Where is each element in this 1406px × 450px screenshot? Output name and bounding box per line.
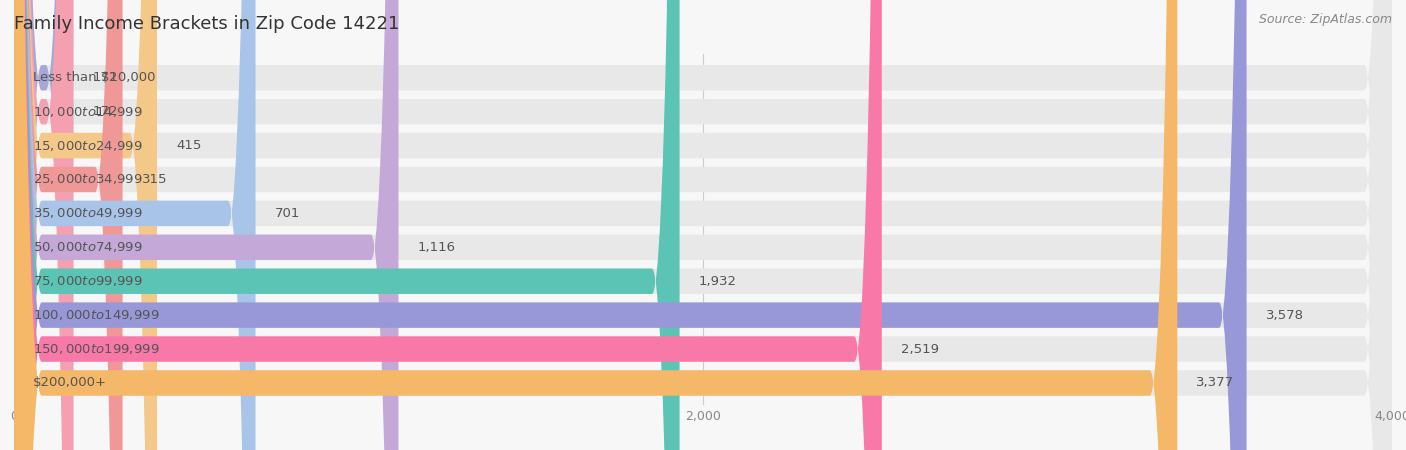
FancyBboxPatch shape: [14, 0, 1392, 450]
Text: $150,000 to $199,999: $150,000 to $199,999: [32, 342, 159, 356]
Text: 3,578: 3,578: [1265, 309, 1303, 322]
FancyBboxPatch shape: [14, 0, 1392, 450]
FancyBboxPatch shape: [14, 0, 1392, 450]
Text: $100,000 to $149,999: $100,000 to $149,999: [32, 308, 159, 322]
Text: 1,932: 1,932: [699, 274, 737, 288]
Text: 172: 172: [93, 105, 118, 118]
FancyBboxPatch shape: [14, 0, 73, 450]
FancyBboxPatch shape: [14, 0, 122, 450]
Text: $10,000 to $14,999: $10,000 to $14,999: [32, 105, 142, 119]
Text: 172: 172: [93, 71, 118, 84]
FancyBboxPatch shape: [14, 0, 1392, 450]
Text: 315: 315: [142, 173, 167, 186]
Text: 3,377: 3,377: [1197, 377, 1234, 389]
Text: Less than $10,000: Less than $10,000: [32, 71, 156, 84]
FancyBboxPatch shape: [14, 0, 1177, 450]
FancyBboxPatch shape: [14, 0, 679, 450]
Text: 1,116: 1,116: [418, 241, 456, 254]
FancyBboxPatch shape: [14, 0, 398, 450]
FancyBboxPatch shape: [14, 0, 73, 450]
Text: Family Income Brackets in Zip Code 14221: Family Income Brackets in Zip Code 14221: [14, 15, 399, 33]
Text: $50,000 to $74,999: $50,000 to $74,999: [32, 240, 142, 254]
Text: 415: 415: [176, 139, 201, 152]
FancyBboxPatch shape: [14, 0, 1392, 450]
FancyBboxPatch shape: [14, 0, 1247, 450]
Text: Source: ZipAtlas.com: Source: ZipAtlas.com: [1258, 14, 1392, 27]
FancyBboxPatch shape: [14, 0, 1392, 450]
FancyBboxPatch shape: [14, 0, 1392, 450]
Text: $35,000 to $49,999: $35,000 to $49,999: [32, 207, 142, 220]
Text: $200,000+: $200,000+: [32, 377, 107, 389]
FancyBboxPatch shape: [14, 0, 1392, 450]
FancyBboxPatch shape: [14, 0, 882, 450]
Text: $15,000 to $24,999: $15,000 to $24,999: [32, 139, 142, 153]
FancyBboxPatch shape: [14, 0, 157, 450]
Text: 2,519: 2,519: [901, 342, 939, 356]
FancyBboxPatch shape: [14, 0, 256, 450]
Text: $75,000 to $99,999: $75,000 to $99,999: [32, 274, 142, 288]
Text: 701: 701: [274, 207, 299, 220]
Text: $25,000 to $34,999: $25,000 to $34,999: [32, 172, 142, 186]
FancyBboxPatch shape: [14, 0, 1392, 450]
FancyBboxPatch shape: [14, 0, 1392, 450]
